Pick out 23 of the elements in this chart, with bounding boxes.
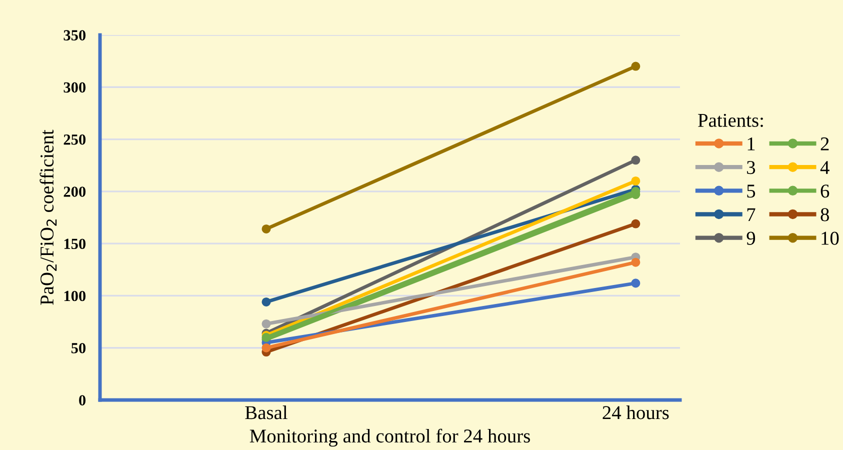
legend-label: 2	[820, 137, 829, 150]
x-tick-label: Basal	[245, 406, 288, 420]
y-tick-label: 150	[64, 238, 86, 250]
y-tick-label: 250	[64, 134, 86, 145]
x-tick-label: 24 hours	[602, 406, 669, 420]
legend-label: 10	[822, 232, 839, 245]
legend-title: Patients:	[698, 114, 763, 127]
legend-label: 6	[820, 184, 830, 198]
y-tick-label: 350	[64, 30, 86, 40]
y-tick-label: 0	[79, 395, 86, 406]
y-tick-label: 300	[64, 82, 86, 93]
legend-label: 1	[748, 137, 755, 150]
y-tick-label: 50	[71, 343, 86, 354]
legend-label: 9	[746, 232, 756, 245]
legend-label: 4	[820, 161, 830, 174]
legend-label: 7	[747, 208, 756, 222]
y-axis-title: PaO$_{2}$/FiO$_{2}$ coefficient	[40, 130, 57, 305]
y-tick-label: 100	[64, 290, 86, 302]
legend-label: 5	[747, 184, 756, 198]
legend-label: 8	[820, 208, 829, 222]
legend-label: 3	[747, 161, 756, 174]
y-tick-label: 200	[64, 186, 86, 197]
x-axis-title: Monitoring and control for 24 hours	[250, 428, 530, 447]
